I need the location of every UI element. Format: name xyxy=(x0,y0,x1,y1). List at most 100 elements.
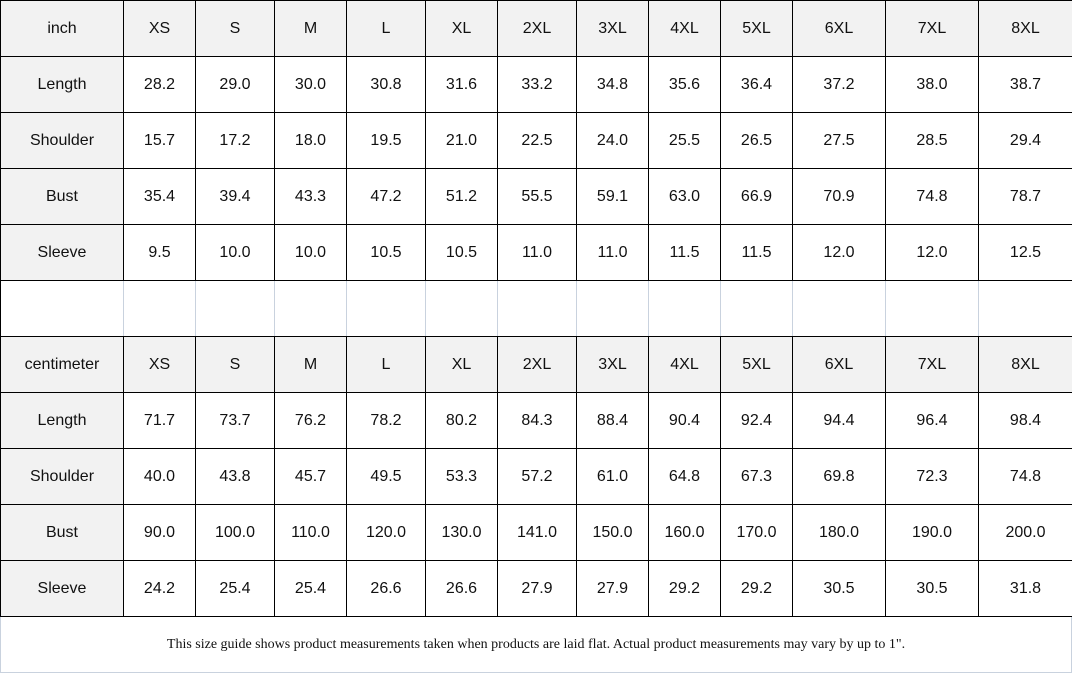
measurement-value: 25.4 xyxy=(274,560,347,617)
inch-row-length: Length 28.2 29.0 30.0 30.8 31.6 33.2 34.8 35.6 36… xyxy=(0,56,1072,113)
measurement-value: 28.2 xyxy=(123,56,196,113)
measurement-value: 150.0 xyxy=(576,504,649,561)
size-header: M xyxy=(274,0,347,57)
measurement-label: Sleeve xyxy=(0,224,124,281)
measurement-value: 43.3 xyxy=(274,168,347,225)
inch-row-bust: Bust 35.4 39.4 43.3 47.2 51.2 55.5 59.1 63.0 66.9… xyxy=(0,168,1072,225)
measurement-value: 66.9 xyxy=(720,168,793,225)
measurement-value: 90.4 xyxy=(648,392,721,449)
measurement-value: 17.2 xyxy=(195,112,275,169)
inch-header-row: inch XS S M L XL 2XL 3XL 4XL 5XL 6XL 7XL 8XL xyxy=(0,0,1072,57)
measurement-value: 11.0 xyxy=(576,224,649,281)
size-header: 6XL xyxy=(792,0,886,57)
size-header: L xyxy=(346,0,426,57)
measurement-value: 29.4 xyxy=(978,112,1072,169)
measurement-value: 88.4 xyxy=(576,392,649,449)
cm-row-shoulder: Shoulder 40.0 43.8 45.7 49.5 53.3 57.2 61.0 64.8… xyxy=(0,448,1072,505)
measurement-value: 61.0 xyxy=(576,448,649,505)
measurement-value: 141.0 xyxy=(497,504,577,561)
measurement-value: 30.0 xyxy=(274,56,347,113)
empty-cell xyxy=(576,280,649,337)
measurement-value: 170.0 xyxy=(720,504,793,561)
measurement-value: 11.0 xyxy=(497,224,577,281)
measurement-value: 160.0 xyxy=(648,504,721,561)
size-header: 8XL xyxy=(978,336,1072,393)
size-header: XL xyxy=(425,0,498,57)
measurement-value: 31.8 xyxy=(978,560,1072,617)
spacer-row xyxy=(0,280,1072,337)
measurement-value: 120.0 xyxy=(346,504,426,561)
cm-header-row: centimeter XS S M L XL 2XL 3XL 4XL 5XL 6XL 7XL 8XL xyxy=(0,336,1072,393)
size-header: XS xyxy=(123,336,196,393)
measurement-label: Shoulder xyxy=(0,448,124,505)
measurement-label: Length xyxy=(0,56,124,113)
empty-cell xyxy=(720,280,793,337)
empty-cell xyxy=(885,280,979,337)
measurement-value: 40.0 xyxy=(123,448,196,505)
measurement-value: 10.0 xyxy=(274,224,347,281)
measurement-value: 90.0 xyxy=(123,504,196,561)
measurement-value: 11.5 xyxy=(648,224,721,281)
size-header: 5XL xyxy=(720,336,793,393)
measurement-value: 49.5 xyxy=(346,448,426,505)
measurement-value: 21.0 xyxy=(425,112,498,169)
measurement-value: 55.5 xyxy=(497,168,577,225)
measurement-label: Bust xyxy=(0,504,124,561)
inch-row-sleeve: Sleeve 9.5 10.0 10.0 10.5 10.5 11.0 11.0 11.5 11.… xyxy=(0,224,1072,281)
measurement-value: 11.5 xyxy=(720,224,793,281)
measurement-value: 100.0 xyxy=(195,504,275,561)
empty-cell xyxy=(0,280,124,337)
measurement-value: 43.8 xyxy=(195,448,275,505)
measurement-value: 10.5 xyxy=(425,224,498,281)
measurement-value: 67.3 xyxy=(720,448,793,505)
empty-cell xyxy=(195,280,275,337)
size-header: 6XL xyxy=(792,336,886,393)
measurement-value: 57.2 xyxy=(497,448,577,505)
empty-cell xyxy=(346,280,426,337)
size-chart-body: inch XS S M L XL 2XL 3XL 4XL 5XL 6XL 7XL 8XL Length 28… xyxy=(0,0,1072,617)
size-header: 5XL xyxy=(720,0,793,57)
measurement-value: 64.8 xyxy=(648,448,721,505)
size-header: S xyxy=(195,336,275,393)
measurement-value: 80.2 xyxy=(425,392,498,449)
measurement-value: 15.7 xyxy=(123,112,196,169)
measurement-value: 22.5 xyxy=(497,112,577,169)
measurement-value: 12.0 xyxy=(885,224,979,281)
measurement-value: 38.7 xyxy=(978,56,1072,113)
measurement-value: 28.5 xyxy=(885,112,979,169)
measurement-value: 36.4 xyxy=(720,56,793,113)
size-header: 3XL xyxy=(576,336,649,393)
empty-cell xyxy=(274,280,347,337)
measurement-value: 30.5 xyxy=(885,560,979,617)
size-header: S xyxy=(195,0,275,57)
size-header: 4XL xyxy=(648,0,721,57)
measurement-value: 26.6 xyxy=(346,560,426,617)
cm-row-bust: Bust 90.0 100.0 110.0 120.0 130.0 141.0 150.0 16… xyxy=(0,504,1072,561)
measurement-value: 96.4 xyxy=(885,392,979,449)
measurement-value: 31.6 xyxy=(425,56,498,113)
measurement-value: 10.5 xyxy=(346,224,426,281)
measurement-value: 39.4 xyxy=(195,168,275,225)
measurement-value: 35.6 xyxy=(648,56,721,113)
measurement-value: 51.2 xyxy=(425,168,498,225)
inch-row-shoulder: Shoulder 15.7 17.2 18.0 19.5 21.0 22.5 24.0 25.5… xyxy=(0,112,1072,169)
measurement-value: 27.5 xyxy=(792,112,886,169)
measurement-label: Bust xyxy=(0,168,124,225)
measurement-value: 92.4 xyxy=(720,392,793,449)
measurement-value: 29.2 xyxy=(720,560,793,617)
measurement-value: 98.4 xyxy=(978,392,1072,449)
measurement-value: 84.3 xyxy=(497,392,577,449)
measurement-label: Length xyxy=(0,392,124,449)
measurement-value: 74.8 xyxy=(885,168,979,225)
size-header: XL xyxy=(425,336,498,393)
cm-row-length: Length 71.7 73.7 76.2 78.2 80.2 84.3 88.4 90.4 92… xyxy=(0,392,1072,449)
measurement-label: Shoulder xyxy=(0,112,124,169)
measurement-value: 59.1 xyxy=(576,168,649,225)
size-header: L xyxy=(346,336,426,393)
measurement-value: 24.2 xyxy=(123,560,196,617)
measurement-value: 37.2 xyxy=(792,56,886,113)
measurement-value: 110.0 xyxy=(274,504,347,561)
measurement-value: 71.7 xyxy=(123,392,196,449)
size-header: 7XL xyxy=(885,0,979,57)
measurement-value: 78.2 xyxy=(346,392,426,449)
